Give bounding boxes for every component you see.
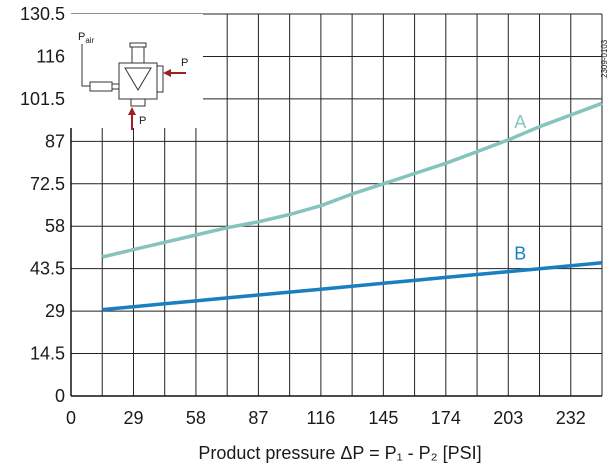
x-tick-label: 116 [307, 408, 336, 428]
x-axis-label: Product pressure ΔP = P₁ - P₂ [PSI] [198, 443, 481, 463]
p-right-label: P [181, 57, 188, 69]
p-bottom-label: P [139, 115, 146, 127]
series-labels: AB [514, 112, 526, 264]
y-tick-label: 116 [36, 46, 65, 66]
side-port [157, 65, 164, 93]
x-tick-label: 145 [368, 408, 398, 428]
grid [71, 13, 603, 396]
series-label-a: A [514, 112, 526, 132]
series-label-b: B [514, 244, 526, 264]
series-lines [101, 101, 603, 312]
series-line-b [102, 261, 603, 312]
valve-cap [129, 42, 147, 48]
y-tick-label: 87 [45, 131, 65, 151]
y-tick-label: 29 [45, 301, 65, 321]
x-tick-label: 232 [556, 408, 586, 428]
y-tick-label: 43.5 [30, 259, 65, 279]
figure-code: 2309-0103 [600, 39, 609, 78]
y-tick-labels: 0 14.5 29 43.5 58 72.5 87 101.5 116 130.5 [20, 4, 65, 406]
valve-cone [124, 67, 152, 91]
valve-diagram-inset: Pair P P [69, 14, 203, 130]
arrow-right-head [163, 69, 171, 77]
bottom-port [130, 99, 146, 107]
pair-label: Pair [78, 31, 95, 45]
x-tick-labels: 0 29 58 87 116 145 174 203 232 [66, 408, 586, 428]
x-tick-label: 58 [186, 408, 206, 428]
x-tick-label: 29 [123, 408, 143, 428]
y-tick-label: 0 [55, 386, 65, 406]
actuator [89, 81, 113, 92]
y-tick-label: 72.5 [30, 174, 65, 194]
arrow-bottom-head [128, 107, 136, 115]
y-tick-label: 58 [45, 216, 65, 236]
x-tick-label: 203 [493, 408, 523, 428]
air-line [81, 44, 90, 87]
y-tick-label: 14.5 [30, 344, 65, 364]
y-tick-label: 101.5 [20, 89, 65, 109]
x-tick-label: 0 [66, 408, 76, 428]
x-tick-label: 174 [431, 408, 461, 428]
x-tick-label: 87 [248, 408, 268, 428]
y-tick-label: 130.5 [20, 4, 65, 24]
series-line-a [101, 101, 603, 259]
